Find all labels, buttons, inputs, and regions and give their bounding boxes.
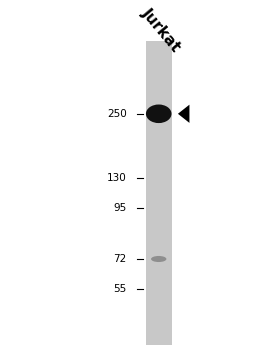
Text: 95: 95	[113, 203, 127, 213]
Text: Jurkat: Jurkat	[139, 5, 184, 55]
FancyBboxPatch shape	[146, 41, 172, 345]
Text: 72: 72	[113, 254, 127, 264]
Ellipse shape	[146, 105, 172, 123]
Polygon shape	[178, 105, 189, 123]
Text: 55: 55	[113, 285, 127, 294]
Ellipse shape	[151, 256, 166, 262]
Text: 130: 130	[107, 173, 127, 183]
Text: 250: 250	[107, 109, 127, 119]
